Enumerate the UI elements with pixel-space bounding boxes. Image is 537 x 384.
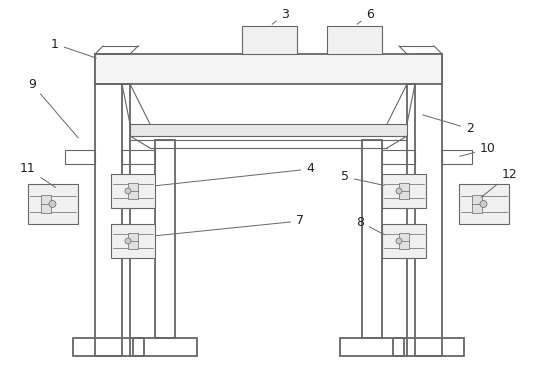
Bar xyxy=(130,124,407,136)
Bar xyxy=(327,26,382,54)
Bar xyxy=(40,195,50,213)
Bar xyxy=(242,26,297,54)
Bar xyxy=(95,54,122,356)
Text: 12: 12 xyxy=(481,167,518,197)
Bar xyxy=(28,184,78,224)
Text: 8: 8 xyxy=(356,215,384,235)
Text: 2: 2 xyxy=(423,115,474,136)
Bar xyxy=(362,140,382,338)
Bar xyxy=(382,174,426,208)
Text: 1: 1 xyxy=(51,38,96,58)
Bar xyxy=(340,338,404,356)
Text: 3: 3 xyxy=(272,8,289,24)
Circle shape xyxy=(125,188,131,194)
Text: 6: 6 xyxy=(357,8,374,24)
Bar xyxy=(442,150,472,164)
Bar xyxy=(393,338,464,356)
Bar xyxy=(65,150,95,164)
Bar xyxy=(122,150,155,164)
Text: 10: 10 xyxy=(460,142,496,156)
Text: 11: 11 xyxy=(20,162,56,187)
Bar xyxy=(155,140,175,338)
Bar xyxy=(415,54,442,356)
Bar xyxy=(95,54,442,84)
Text: 9: 9 xyxy=(28,78,78,138)
Circle shape xyxy=(480,200,487,207)
Circle shape xyxy=(49,200,56,207)
Bar xyxy=(128,183,138,199)
Bar xyxy=(128,233,138,249)
Bar xyxy=(73,338,144,356)
Bar xyxy=(133,338,197,356)
Bar xyxy=(111,174,155,208)
Bar xyxy=(111,224,155,258)
Bar xyxy=(459,184,509,224)
Circle shape xyxy=(125,238,131,244)
Text: 4: 4 xyxy=(156,162,314,186)
Text: 7: 7 xyxy=(156,215,304,236)
Bar xyxy=(382,150,415,164)
Bar xyxy=(471,195,482,213)
Bar xyxy=(382,224,426,258)
Circle shape xyxy=(396,188,402,194)
Bar xyxy=(399,233,409,249)
Text: 5: 5 xyxy=(341,170,384,185)
Circle shape xyxy=(396,238,402,244)
Bar xyxy=(399,183,409,199)
